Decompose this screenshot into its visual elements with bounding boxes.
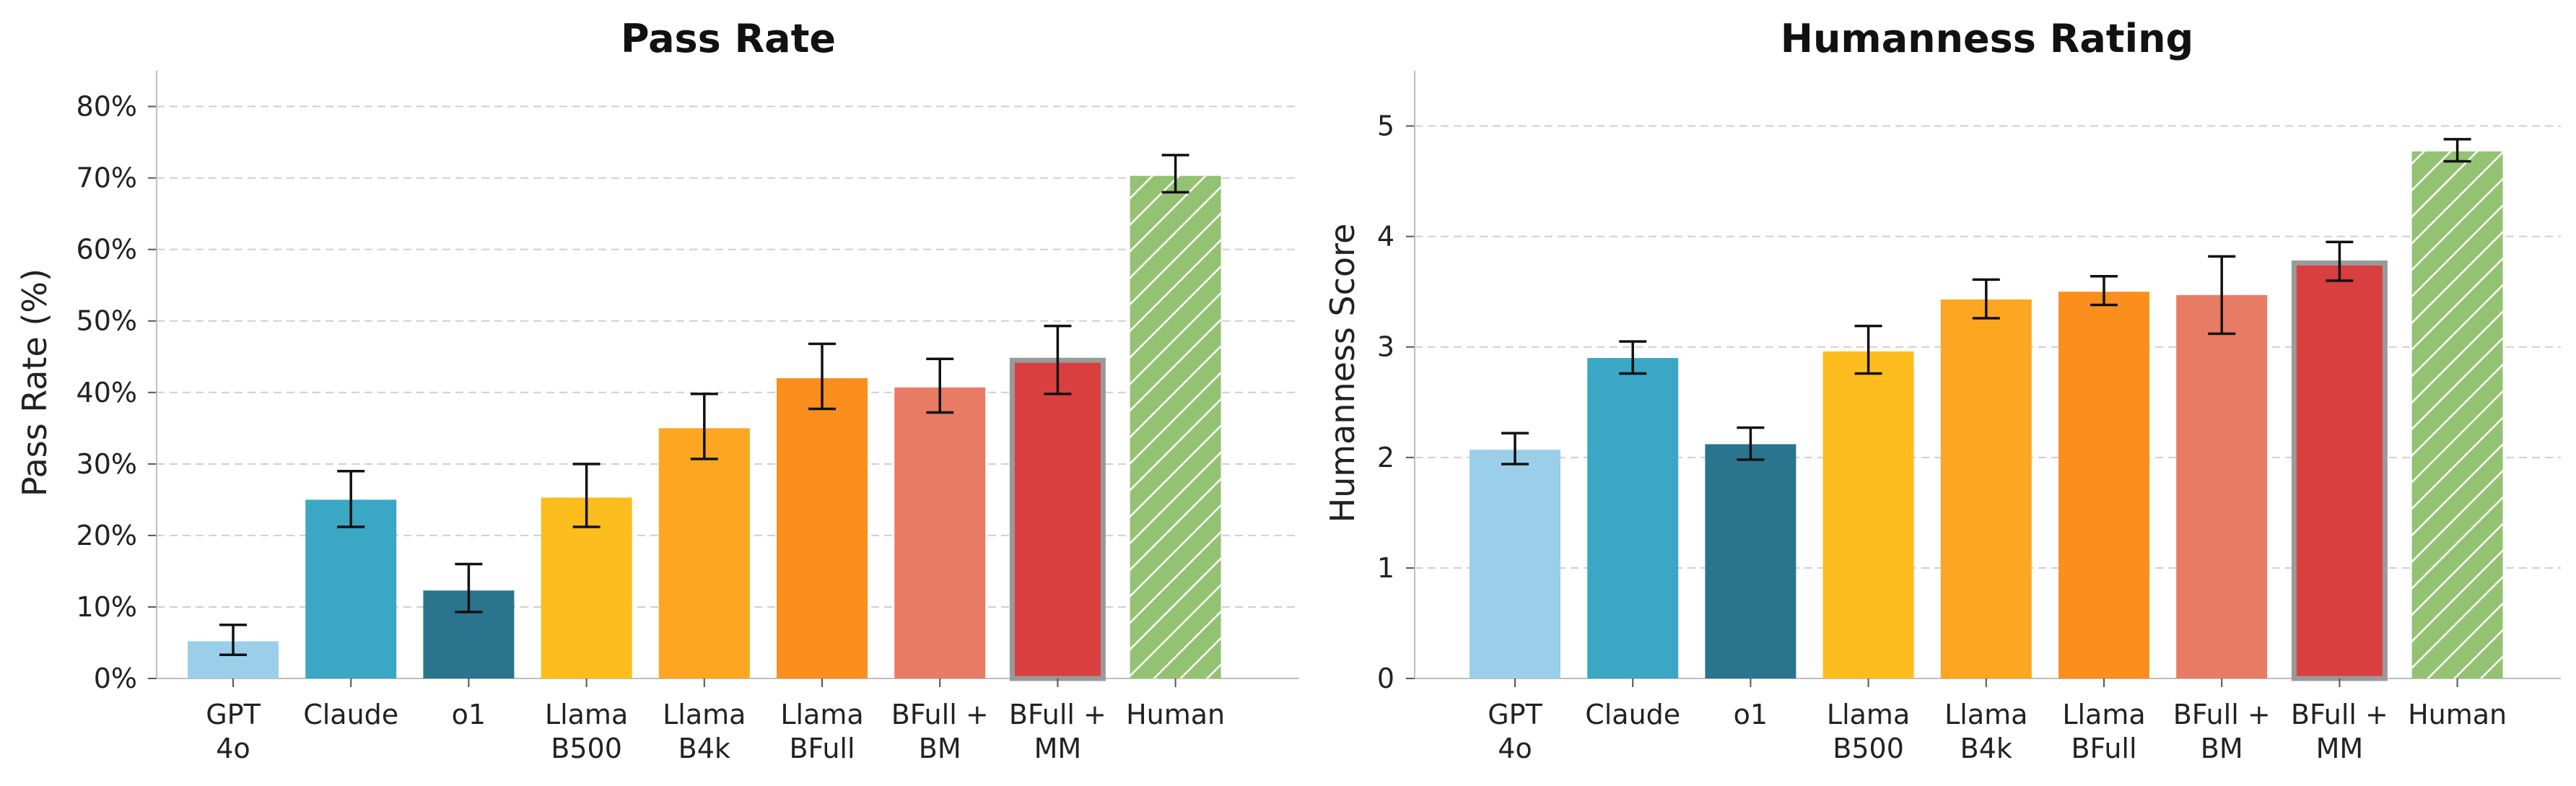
- x-tick-label-line: GPT: [1488, 699, 1542, 730]
- x-tick-label: BFull + MM: [2291, 699, 2388, 764]
- x-tick-label: Claude: [1585, 699, 1680, 730]
- bar: [1940, 299, 2032, 678]
- bar: [1705, 444, 1796, 678]
- y-tick-label: 5: [1377, 110, 1394, 142]
- bar: [1470, 450, 1560, 678]
- x-tick-label-line: Llama: [2062, 699, 2145, 730]
- x-tick-label-line: B4k: [1960, 733, 2012, 764]
- y-tick-label: 80%: [77, 91, 137, 123]
- x-tick-label-line: BFull: [789, 733, 855, 764]
- x-tick-label: Human: [1126, 699, 1225, 730]
- x-tick-label-line: BFull: [2071, 733, 2136, 764]
- bar: [658, 428, 750, 678]
- bar: [2291, 260, 2388, 681]
- y-tick-label: 3: [1377, 331, 1394, 363]
- x-tick-label: o1: [1734, 699, 1768, 730]
- x-tick-label: GPT 4o: [206, 699, 261, 764]
- x-tick-label: GPT 4o: [1488, 699, 1542, 764]
- y-tick-label: 0: [1377, 663, 1394, 694]
- y-tick-label: 60%: [77, 234, 137, 266]
- bar: [2058, 292, 2149, 678]
- x-tick-label: Llama B4k: [1944, 699, 2027, 764]
- x-tick-label-line: Llama: [545, 699, 628, 730]
- x-tick-label: o1: [452, 699, 486, 730]
- x-tick-label-line: GPT: [206, 699, 261, 730]
- humanness-rating-panel: Humanness Rating Humanness Score 0 1 2 3 4 5 G…: [1323, 16, 2561, 764]
- x-tick-label-line: BM: [919, 733, 961, 764]
- x-tick-label-line: Claude: [1585, 699, 1680, 730]
- x-tick-label-line: Human: [2408, 699, 2507, 730]
- pass-rate-panel: Pass Rate Pass Rate (%) 0% 10% 20% 30% 40% 50…: [15, 16, 1299, 764]
- x-tick-label-line: BFull +: [2173, 699, 2271, 730]
- x-tick-label-line: B500: [551, 733, 622, 764]
- bar: [1009, 357, 1106, 681]
- x-tick-label-line: B4k: [678, 733, 730, 764]
- y-tick-label: 50%: [77, 305, 137, 337]
- y-tick-label: 30%: [77, 448, 137, 480]
- x-tick-label: Llama B4k: [663, 699, 746, 764]
- x-tick-label-line: Claude: [303, 699, 398, 730]
- chart-title: Humanness Rating: [1781, 16, 2193, 61]
- x-tick-label-line: o1: [452, 699, 486, 730]
- x-tick-label-line: MM: [2316, 733, 2364, 764]
- x-tick-label: Claude: [303, 699, 398, 730]
- x-tick-label-line: Llama: [663, 699, 746, 730]
- bar: [2411, 151, 2503, 679]
- bar: [777, 377, 868, 678]
- bar: [1822, 351, 1914, 678]
- x-tick-label: BFull + MM: [1009, 699, 1106, 764]
- x-tick-label-line: Llama: [1827, 699, 1910, 730]
- bar: [305, 499, 397, 678]
- y-axis-label: Pass Rate (%): [15, 268, 54, 497]
- x-tick-label: Llama BFull: [2062, 699, 2145, 764]
- y-tick-label: 70%: [77, 162, 137, 194]
- x-tick-label-line: BM: [2201, 733, 2243, 764]
- x-tick-label: BFull + BM: [891, 699, 989, 764]
- bar: [1130, 175, 1221, 679]
- y-tick-label: 20%: [77, 520, 137, 551]
- x-tick-label: Llama B500: [1827, 699, 1910, 764]
- x-tick-label-line: Llama: [780, 699, 863, 730]
- bar: [2176, 294, 2268, 678]
- y-tick-label: 2: [1377, 442, 1394, 473]
- x-tick-label-line: o1: [1734, 699, 1768, 730]
- y-tick-label: 10%: [77, 591, 137, 623]
- x-tick-label-line: BFull +: [2291, 699, 2388, 730]
- y-tick-label: 0%: [94, 663, 137, 694]
- x-tick-label-line: Human: [1126, 699, 1225, 730]
- x-tick-label: Human: [2408, 699, 2507, 730]
- bar: [1587, 358, 1679, 678]
- y-tick-label: 4: [1377, 221, 1394, 253]
- x-tick-label-line: BFull +: [891, 699, 989, 730]
- chart-title: Pass Rate: [621, 16, 836, 61]
- x-tick-label-line: MM: [1034, 733, 1082, 764]
- bar: [894, 387, 986, 678]
- x-tick-label-line: 4o: [216, 733, 250, 764]
- x-tick-label: Llama B500: [545, 699, 628, 764]
- x-tick-label: Llama BFull: [780, 699, 863, 764]
- y-tick-label: 40%: [77, 377, 137, 409]
- x-tick-label-line: BFull +: [1009, 699, 1106, 730]
- y-tick-label: 1: [1377, 552, 1394, 584]
- x-tick-label-line: 4o: [1498, 733, 1532, 764]
- x-tick-label: BFull + BM: [2173, 699, 2271, 764]
- y-axis-label: Humanness Score: [1323, 224, 1362, 523]
- x-tick-label-line: B500: [1833, 733, 1904, 764]
- x-tick-label-line: Llama: [1944, 699, 2027, 730]
